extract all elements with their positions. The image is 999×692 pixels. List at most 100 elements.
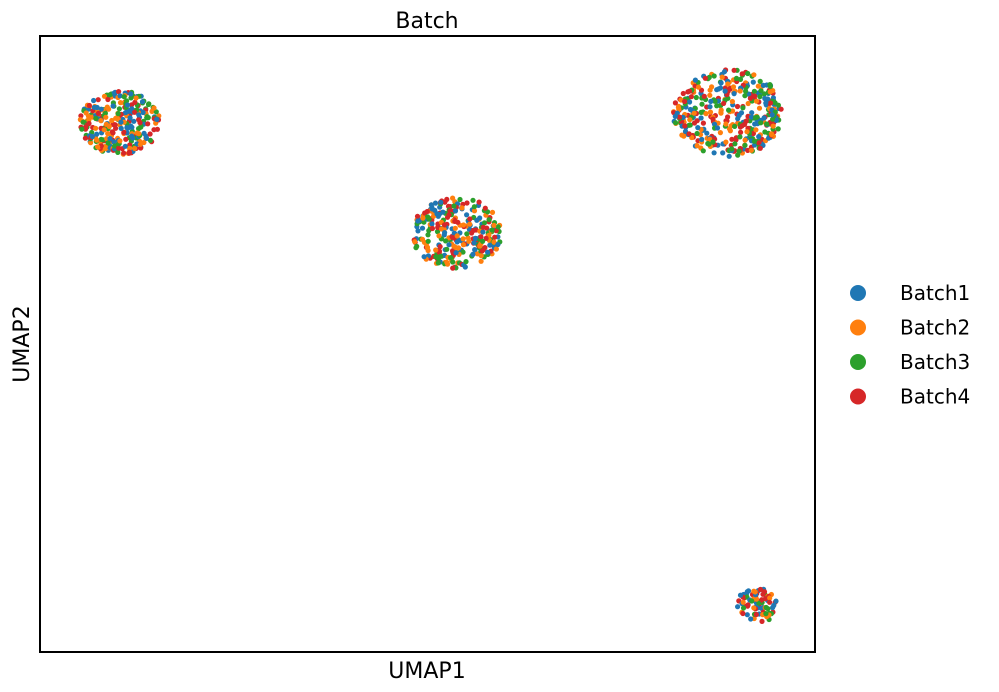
- scatter-point: [737, 592, 744, 598]
- scatter-point: [105, 96, 111, 103]
- scatter-point: [444, 259, 450, 265]
- scatter-point: [88, 140, 94, 146]
- scatter-point: [738, 129, 744, 135]
- scatter-point: [151, 105, 157, 111]
- scatter-point: [710, 139, 716, 145]
- scatter-point: [453, 250, 459, 256]
- scatter-point: [489, 209, 496, 215]
- scatter-point: [727, 128, 734, 134]
- scatter-point: [740, 599, 746, 605]
- scatter-point: [448, 255, 454, 261]
- scatter-point: [471, 208, 478, 214]
- scatter-point: [415, 218, 421, 224]
- scatter-point: [478, 234, 484, 240]
- scatter-point: [111, 139, 117, 145]
- scatter-point: [767, 599, 773, 605]
- scatter-point: [480, 224, 486, 230]
- scatter-point: [771, 602, 777, 609]
- scatter-point: [432, 200, 439, 206]
- scatter-point: [700, 120, 707, 126]
- scatter-point: [744, 129, 750, 135]
- scatter-point: [131, 118, 137, 124]
- scatter-point: [105, 131, 111, 137]
- scatter-point: [147, 131, 153, 137]
- scatter-point: [454, 233, 460, 239]
- legend-marker-batch2: [850, 319, 866, 336]
- scatter-point: [495, 224, 501, 230]
- scatter-point: [127, 115, 133, 121]
- scatter-point: [429, 221, 435, 227]
- scatter-point: [726, 153, 732, 159]
- scatter-point: [765, 96, 771, 102]
- scatter-point: [109, 117, 115, 124]
- scatter-point: [745, 147, 751, 153]
- scatter-point: [464, 200, 470, 206]
- scatter-point: [462, 264, 468, 270]
- scatter-point: [723, 121, 729, 127]
- scatter-point: [486, 217, 492, 223]
- scatter-point: [740, 105, 746, 111]
- scatter-point: [452, 208, 459, 214]
- scatter-point: [758, 605, 764, 611]
- scatter-point: [450, 259, 456, 265]
- scatter-point: [112, 143, 118, 149]
- scatter-point: [717, 130, 724, 136]
- scatter-point: [460, 236, 466, 242]
- scatter-point: [482, 205, 488, 211]
- scatter-point: [415, 228, 421, 234]
- scatter-point: [751, 605, 757, 611]
- scatter-point: [134, 130, 140, 136]
- scatter-point: [435, 224, 441, 231]
- scatter-point: [470, 197, 476, 203]
- scatter-point: [686, 122, 692, 128]
- scatter-point: [439, 226, 445, 232]
- scatter-point: [757, 586, 764, 593]
- scatter-point: [707, 92, 713, 98]
- scatter-point: [145, 115, 151, 121]
- scatter-point: [687, 99, 693, 105]
- scatter-point: [757, 78, 763, 84]
- scatter-point: [435, 260, 441, 266]
- scatter-point: [756, 140, 762, 146]
- scatter-point: [117, 138, 123, 144]
- scatter-point: [434, 211, 440, 217]
- scatter-point: [753, 127, 759, 133]
- scatter-point: [733, 75, 740, 81]
- scatter-point: [680, 90, 686, 97]
- scatter-point: [700, 148, 706, 154]
- scatter-point: [698, 109, 704, 115]
- scatter-point: [759, 597, 765, 603]
- legend: Batch1 Batch2 Batch3 Batch4: [850, 281, 970, 409]
- scatter-point: [755, 83, 761, 89]
- scatter-point: [749, 110, 755, 116]
- scatter-point: [443, 238, 449, 244]
- scatter-point: [95, 97, 101, 103]
- scatter-point: [723, 139, 729, 145]
- scatter-point: [729, 136, 735, 142]
- scatter-point: [98, 118, 104, 124]
- scatter-point: [711, 121, 718, 127]
- scatter-point: [763, 100, 769, 106]
- scatter-point: [767, 89, 773, 95]
- scatter-point: [718, 109, 724, 115]
- scatter-point: [452, 225, 458, 231]
- legend-marker-batch3: [850, 354, 866, 370]
- scatter-point: [731, 67, 737, 73]
- scatter-point: [676, 114, 683, 120]
- x-axis-label: UMAP1: [388, 659, 465, 684]
- scatter-point: [735, 604, 741, 610]
- y-axis-label: UMAP2: [10, 305, 35, 382]
- scatter-point: [118, 125, 124, 131]
- scatter-point: [759, 618, 765, 625]
- scatter-point: [730, 84, 737, 90]
- scatter-point: [694, 143, 700, 149]
- scatter-point: [743, 88, 749, 94]
- scatter-point: [721, 100, 727, 106]
- scatter-point: [151, 127, 157, 133]
- scatter-point: [479, 248, 485, 254]
- scatter-point: [122, 143, 128, 149]
- scatter-point: [78, 113, 84, 119]
- scatter-point: [437, 244, 443, 250]
- scatter-point: [708, 98, 714, 104]
